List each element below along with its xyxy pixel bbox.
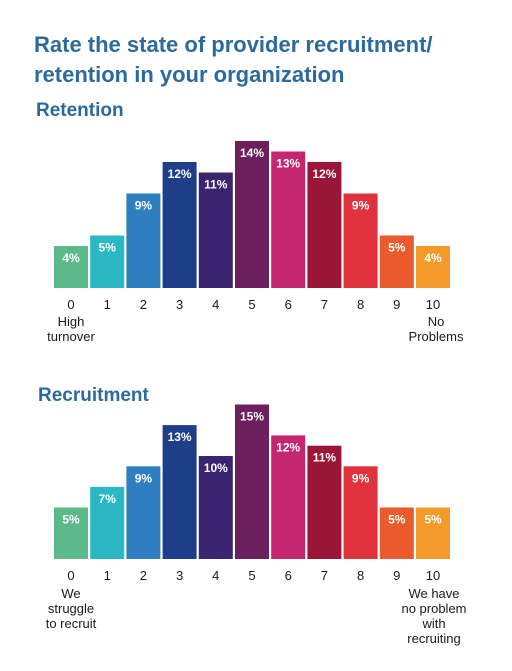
retention-value-label-8: 9%: [352, 199, 370, 213]
retention-tick-label-6: 6: [285, 297, 292, 312]
recruitment-value-label-10: 5%: [424, 513, 442, 527]
recruitment-value-label-1: 7%: [99, 492, 117, 506]
retention-chart-title: Retention: [36, 100, 124, 121]
retention-value-label-2: 9%: [135, 199, 153, 213]
retention-chart: 4% 0 5% 1 9% 2 12% 3 11% 4 14% 5 13% 6 12% 7 9% 8 5% 9 4% 10: [54, 141, 450, 312]
recruitment-tick-label-9: 9: [393, 568, 400, 583]
retention-value-label-3: 12%: [168, 167, 192, 181]
recruitment-tick-label-10: 10: [426, 568, 440, 583]
recruitment-bar-5: [235, 404, 269, 559]
retention-tick-label-0: 0: [67, 297, 74, 312]
recruitment-tick-label-8: 8: [357, 568, 364, 583]
recruitment-bar-9: [379, 507, 414, 559]
recruitment-value-label-4: 10%: [204, 461, 228, 475]
recruitment-tick-label-5: 5: [248, 568, 255, 583]
recruitment-chart: 5% 0 7% 1 9% 2 13% 3 10% 4 15% 5 12% 6 11% 7 9% 8 5% 9 5% 10: [54, 404, 450, 583]
page-title: Rate the state of provider recruitment/ …: [34, 30, 474, 90]
retention-tick-label-7: 7: [321, 297, 328, 312]
recruitment-bar-8: [343, 466, 378, 559]
retention-tick-label-2: 2: [140, 297, 147, 312]
recruitment-tick-label-0: 0: [67, 568, 74, 583]
recruitment-value-label-3: 13%: [168, 430, 192, 444]
retention-bar-0: [54, 246, 88, 288]
recruitment-value-label-6: 12%: [276, 440, 300, 454]
retention-value-label-1: 5%: [99, 241, 117, 255]
retention-value-label-9: 5%: [388, 241, 406, 255]
recruitment-tick-label-3: 3: [176, 568, 183, 583]
retention-bar-3: [162, 162, 197, 288]
retention-bar-1: [90, 235, 125, 288]
retention-value-label-4: 11%: [204, 178, 228, 192]
recruitment-tick-label-2: 2: [140, 568, 147, 583]
recruitment-low-end-label: We struggle to recruit: [45, 586, 97, 631]
title-line-1: Rate the state of provider recruitment/: [34, 32, 433, 57]
recruitment-bar-0: [54, 507, 88, 559]
retention-tick-label-5: 5: [248, 297, 255, 312]
recruitment-chart-title: Recruitment: [38, 385, 149, 406]
recruitment-value-label-0: 5%: [62, 513, 80, 527]
retention-tick-label-10: 10: [426, 297, 440, 312]
retention-bar-6: [271, 151, 306, 288]
retention-high-end-label: No Problems: [408, 314, 464, 344]
recruitment-tick-label-6: 6: [285, 568, 292, 583]
recruitment-bar-6: [271, 435, 306, 559]
recruitment-bar-2: [126, 466, 161, 559]
recruitment-bar-1: [90, 486, 125, 559]
retention-tick-label-9: 9: [393, 297, 400, 312]
recruitment-bar-4: [198, 456, 233, 559]
retention-value-label-10: 4%: [424, 251, 442, 265]
retention-bar-10: [416, 246, 450, 288]
retention-low-end-label: High turnover: [47, 314, 95, 344]
recruitment-bar-10: [416, 507, 450, 559]
retention-bar-9: [379, 235, 414, 288]
retention-tick-label-4: 4: [212, 297, 219, 312]
retention-value-label-5: 14%: [240, 146, 264, 160]
retention-bar-2: [126, 193, 161, 288]
title-line-2: retention in your organization: [34, 62, 345, 87]
recruitment-bar-7: [307, 445, 342, 559]
retention-bar-4: [198, 172, 233, 288]
recruitment-value-label-7: 11%: [313, 451, 337, 465]
retention-value-label-6: 13%: [276, 157, 300, 171]
retention-tick-label-8: 8: [357, 297, 364, 312]
recruitment-tick-label-7: 7: [321, 568, 328, 583]
retention-value-label-7: 12%: [312, 167, 336, 181]
retention-bar-5: [235, 141, 269, 288]
recruitment-value-label-2: 9%: [135, 471, 153, 485]
recruitment-value-label-9: 5%: [388, 513, 406, 527]
retention-tick-label-1: 1: [104, 297, 111, 312]
recruitment-tick-label-1: 1: [104, 568, 111, 583]
retention-bar-7: [307, 162, 342, 288]
recruitment-bar-3: [162, 425, 197, 559]
recruitment-tick-label-4: 4: [212, 568, 219, 583]
recruitment-value-label-5: 15%: [240, 410, 264, 424]
retention-tick-label-3: 3: [176, 297, 183, 312]
recruitment-value-label-8: 9%: [352, 471, 370, 485]
retention-value-label-0: 4%: [62, 251, 80, 265]
retention-bar-8: [343, 193, 378, 288]
recruitment-high-end-label: We have no problem with recruiting: [401, 586, 467, 646]
